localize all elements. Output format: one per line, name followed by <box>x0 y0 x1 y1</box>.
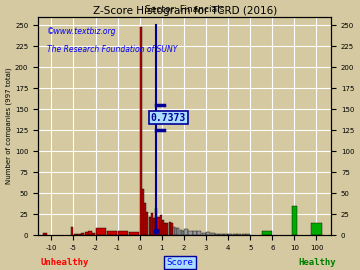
Bar <box>166 224 168 235</box>
Bar <box>81 233 84 235</box>
Bar <box>237 234 241 235</box>
Bar <box>149 217 151 235</box>
Bar <box>211 233 215 235</box>
Bar <box>118 231 128 235</box>
Bar <box>180 230 181 235</box>
Bar <box>129 232 139 235</box>
Bar <box>85 232 88 235</box>
Bar <box>184 229 188 235</box>
Bar <box>242 234 246 235</box>
Bar <box>202 233 206 235</box>
Bar <box>88 231 92 235</box>
Bar <box>224 234 228 235</box>
Bar <box>220 234 224 235</box>
Bar <box>162 220 164 235</box>
Bar <box>92 233 95 235</box>
Title: Z-Score Histogram for TCRD (2016): Z-Score Histogram for TCRD (2016) <box>93 6 277 16</box>
Bar <box>262 231 272 235</box>
Bar <box>142 189 144 235</box>
Bar <box>107 231 117 235</box>
Bar <box>71 227 73 235</box>
Bar <box>246 234 250 235</box>
Bar <box>42 233 47 235</box>
Text: Score: Score <box>167 258 193 267</box>
Bar <box>157 217 159 235</box>
Bar <box>193 231 197 235</box>
Bar <box>173 227 175 235</box>
Bar <box>228 234 232 235</box>
Bar <box>144 203 146 235</box>
Bar <box>311 222 322 235</box>
Bar <box>171 224 173 235</box>
Bar <box>189 231 193 235</box>
Text: The Research Foundation of SUNY: The Research Foundation of SUNY <box>47 45 177 54</box>
Bar <box>233 234 237 235</box>
Bar <box>73 234 77 235</box>
Bar <box>182 231 184 235</box>
Text: Unhealthy: Unhealthy <box>41 258 89 267</box>
Bar <box>168 222 171 235</box>
Text: ©www.textbiz.org: ©www.textbiz.org <box>47 27 116 36</box>
Bar <box>77 234 81 235</box>
Bar <box>140 27 142 235</box>
Bar <box>292 206 297 235</box>
Bar <box>175 228 177 235</box>
Bar <box>215 234 219 235</box>
Bar <box>164 222 166 235</box>
Y-axis label: Number of companies (997 total): Number of companies (997 total) <box>5 68 12 184</box>
Text: Sector: Financials: Sector: Financials <box>145 5 224 15</box>
Bar <box>197 231 201 235</box>
Text: Healthy: Healthy <box>298 258 336 267</box>
Bar <box>153 218 155 235</box>
Bar <box>151 212 153 235</box>
Bar <box>177 228 179 235</box>
Bar <box>160 215 162 235</box>
Bar <box>155 208 157 235</box>
Bar <box>147 212 148 235</box>
Bar <box>206 232 210 235</box>
Text: 0.7373: 0.7373 <box>150 113 186 123</box>
Bar <box>96 228 106 235</box>
